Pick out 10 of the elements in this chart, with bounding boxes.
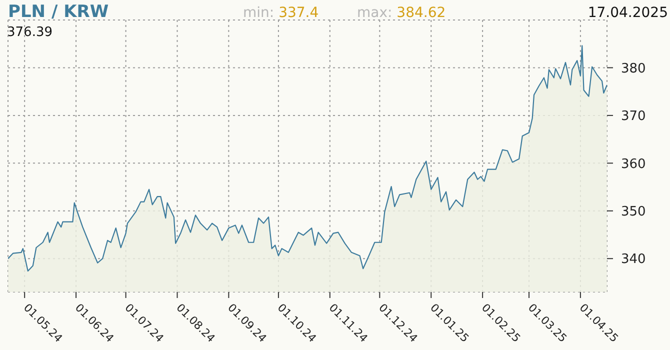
annotation: 17.04.2025 — [588, 5, 668, 21]
annotation: 376.39 — [7, 25, 52, 40]
y-tick-label: 350 — [621, 204, 646, 220]
y-tick-label: 360 — [621, 156, 646, 172]
y-tick-label: 340 — [621, 252, 646, 268]
chart-title: PLN / KRW — [8, 2, 109, 22]
annotation: min: 337.4 — [243, 5, 319, 21]
y-tick-label: 370 — [621, 109, 646, 124]
annotation: max: 384.62 — [357, 5, 446, 21]
y-tick-label: 380 — [621, 61, 646, 76]
